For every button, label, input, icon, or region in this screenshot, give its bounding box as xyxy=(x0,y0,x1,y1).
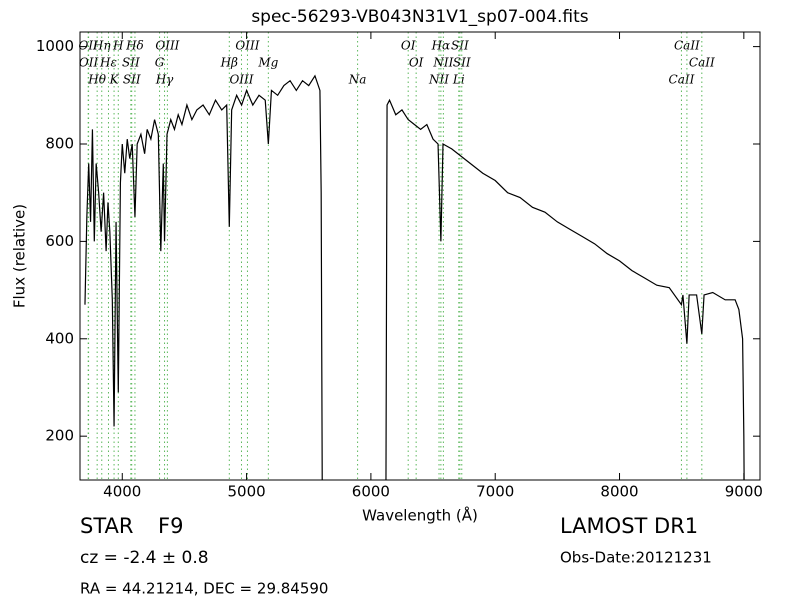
y-tick-label: 200 xyxy=(45,427,74,445)
object-class: STAR xyxy=(80,514,133,538)
spectral-line-label: Hγ xyxy=(155,73,174,87)
spectral-line-label: SII xyxy=(451,39,469,53)
spectral-line-label: Hα xyxy=(431,39,451,53)
y-tick-label: 800 xyxy=(45,135,74,153)
subclass: F9 xyxy=(158,514,183,538)
y-tick-label: 400 xyxy=(45,329,74,347)
chart-title: spec-56293-VB043N31V1_sp07-004.fits xyxy=(251,7,588,27)
spectral-line-label: OI xyxy=(401,39,416,53)
spectral-line-label: H xyxy=(112,39,124,53)
spectral-line-label: K xyxy=(109,73,120,87)
x-tick-label: 5000 xyxy=(227,483,265,501)
x-tick-label: 9000 xyxy=(725,483,763,501)
spectral-line-label: SII xyxy=(123,73,141,87)
spectral-line-label: SII xyxy=(453,56,471,70)
spectral-line-label: Hε xyxy=(99,56,117,70)
spectrum-line xyxy=(84,74,745,480)
spectral-line-label: G xyxy=(155,56,165,70)
spectral-line-label: SII xyxy=(122,56,140,70)
survey: LAMOST DR1 xyxy=(560,514,698,538)
plot-frame xyxy=(79,31,761,481)
x-tick-label: 4000 xyxy=(103,483,141,501)
spectral-line-label: CaII xyxy=(669,73,695,87)
spectral-line-label: Hβ xyxy=(220,56,238,70)
spectral-line-label: OIII xyxy=(155,39,179,53)
y-tick-label: 600 xyxy=(45,232,74,250)
spectral-line-label: NII xyxy=(432,56,453,70)
spectral-line-label: Hη xyxy=(92,39,111,53)
spectral-line-label: Hθ xyxy=(87,73,106,87)
spectral-line-label: Hδ xyxy=(125,39,144,53)
coordinates: RA = 44.21214, DEC = 29.84590 xyxy=(80,580,328,598)
x-axis-label: Wavelength (Å) xyxy=(362,506,478,525)
spectral-line-label: OI xyxy=(409,56,424,70)
spectral-line-label: CaII xyxy=(674,39,700,53)
spectral-line-label: Li xyxy=(452,73,465,87)
x-tick-label: 8000 xyxy=(600,483,638,501)
spectral-line-label: OIII xyxy=(229,73,253,87)
redshift: cz = -2.4 ± 0.8 xyxy=(80,548,209,568)
spectral-line-label: OII xyxy=(79,56,99,70)
y-axis-label: Flux (relative) xyxy=(11,204,29,308)
spectral-line-label: Mg xyxy=(257,56,278,70)
x-tick-label: 6000 xyxy=(352,483,390,501)
spectral-line-label: NII xyxy=(428,73,449,87)
spectral-line-label: CaII xyxy=(689,56,715,70)
x-tick-label: 7000 xyxy=(476,483,514,501)
spectral-line-label: OIII xyxy=(235,39,259,53)
obs-date: Obs-Date:20121231 xyxy=(560,549,712,567)
y-tick-label: 1000 xyxy=(36,37,74,55)
spectral-line-label: Na xyxy=(348,73,367,87)
